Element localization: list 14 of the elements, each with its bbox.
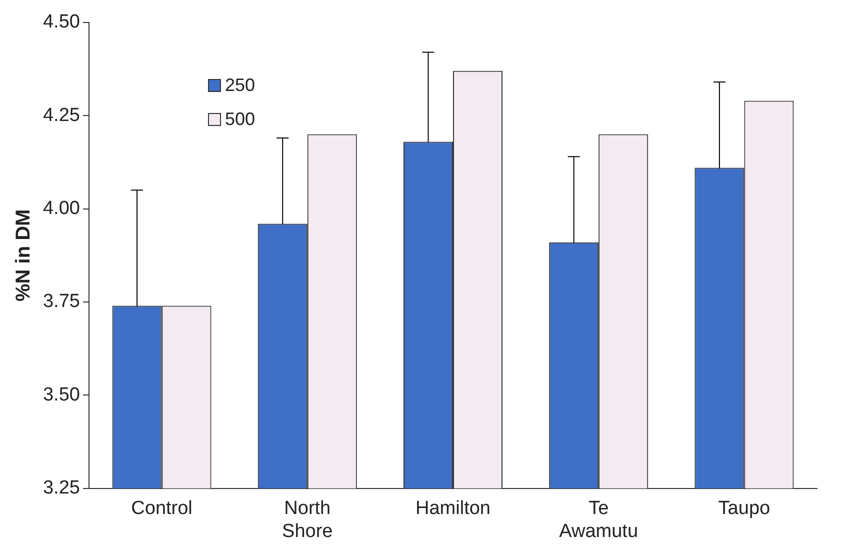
y-tick-label: 3.50	[42, 384, 80, 406]
x-tick-label: Hamilton	[416, 498, 490, 520]
x-tick-label: North Shore	[282, 498, 333, 542]
y-tick-label: 4.50	[42, 12, 80, 33]
x-tick-label: Te Awamutu	[559, 498, 638, 542]
x-tick-label: Control	[131, 498, 192, 520]
x-tick-label: Taupo	[718, 498, 770, 520]
y-tick-label: 4.00	[42, 198, 80, 220]
y-tick-label: 3.75	[42, 291, 80, 312]
legend-label: 500	[225, 108, 256, 131]
y-tick-label: 4.25	[42, 104, 80, 126]
legend-label: 250	[225, 74, 256, 97]
y-axis-title: %N in DM	[12, 209, 35, 302]
y-tick-label: 3.25	[42, 478, 80, 499]
